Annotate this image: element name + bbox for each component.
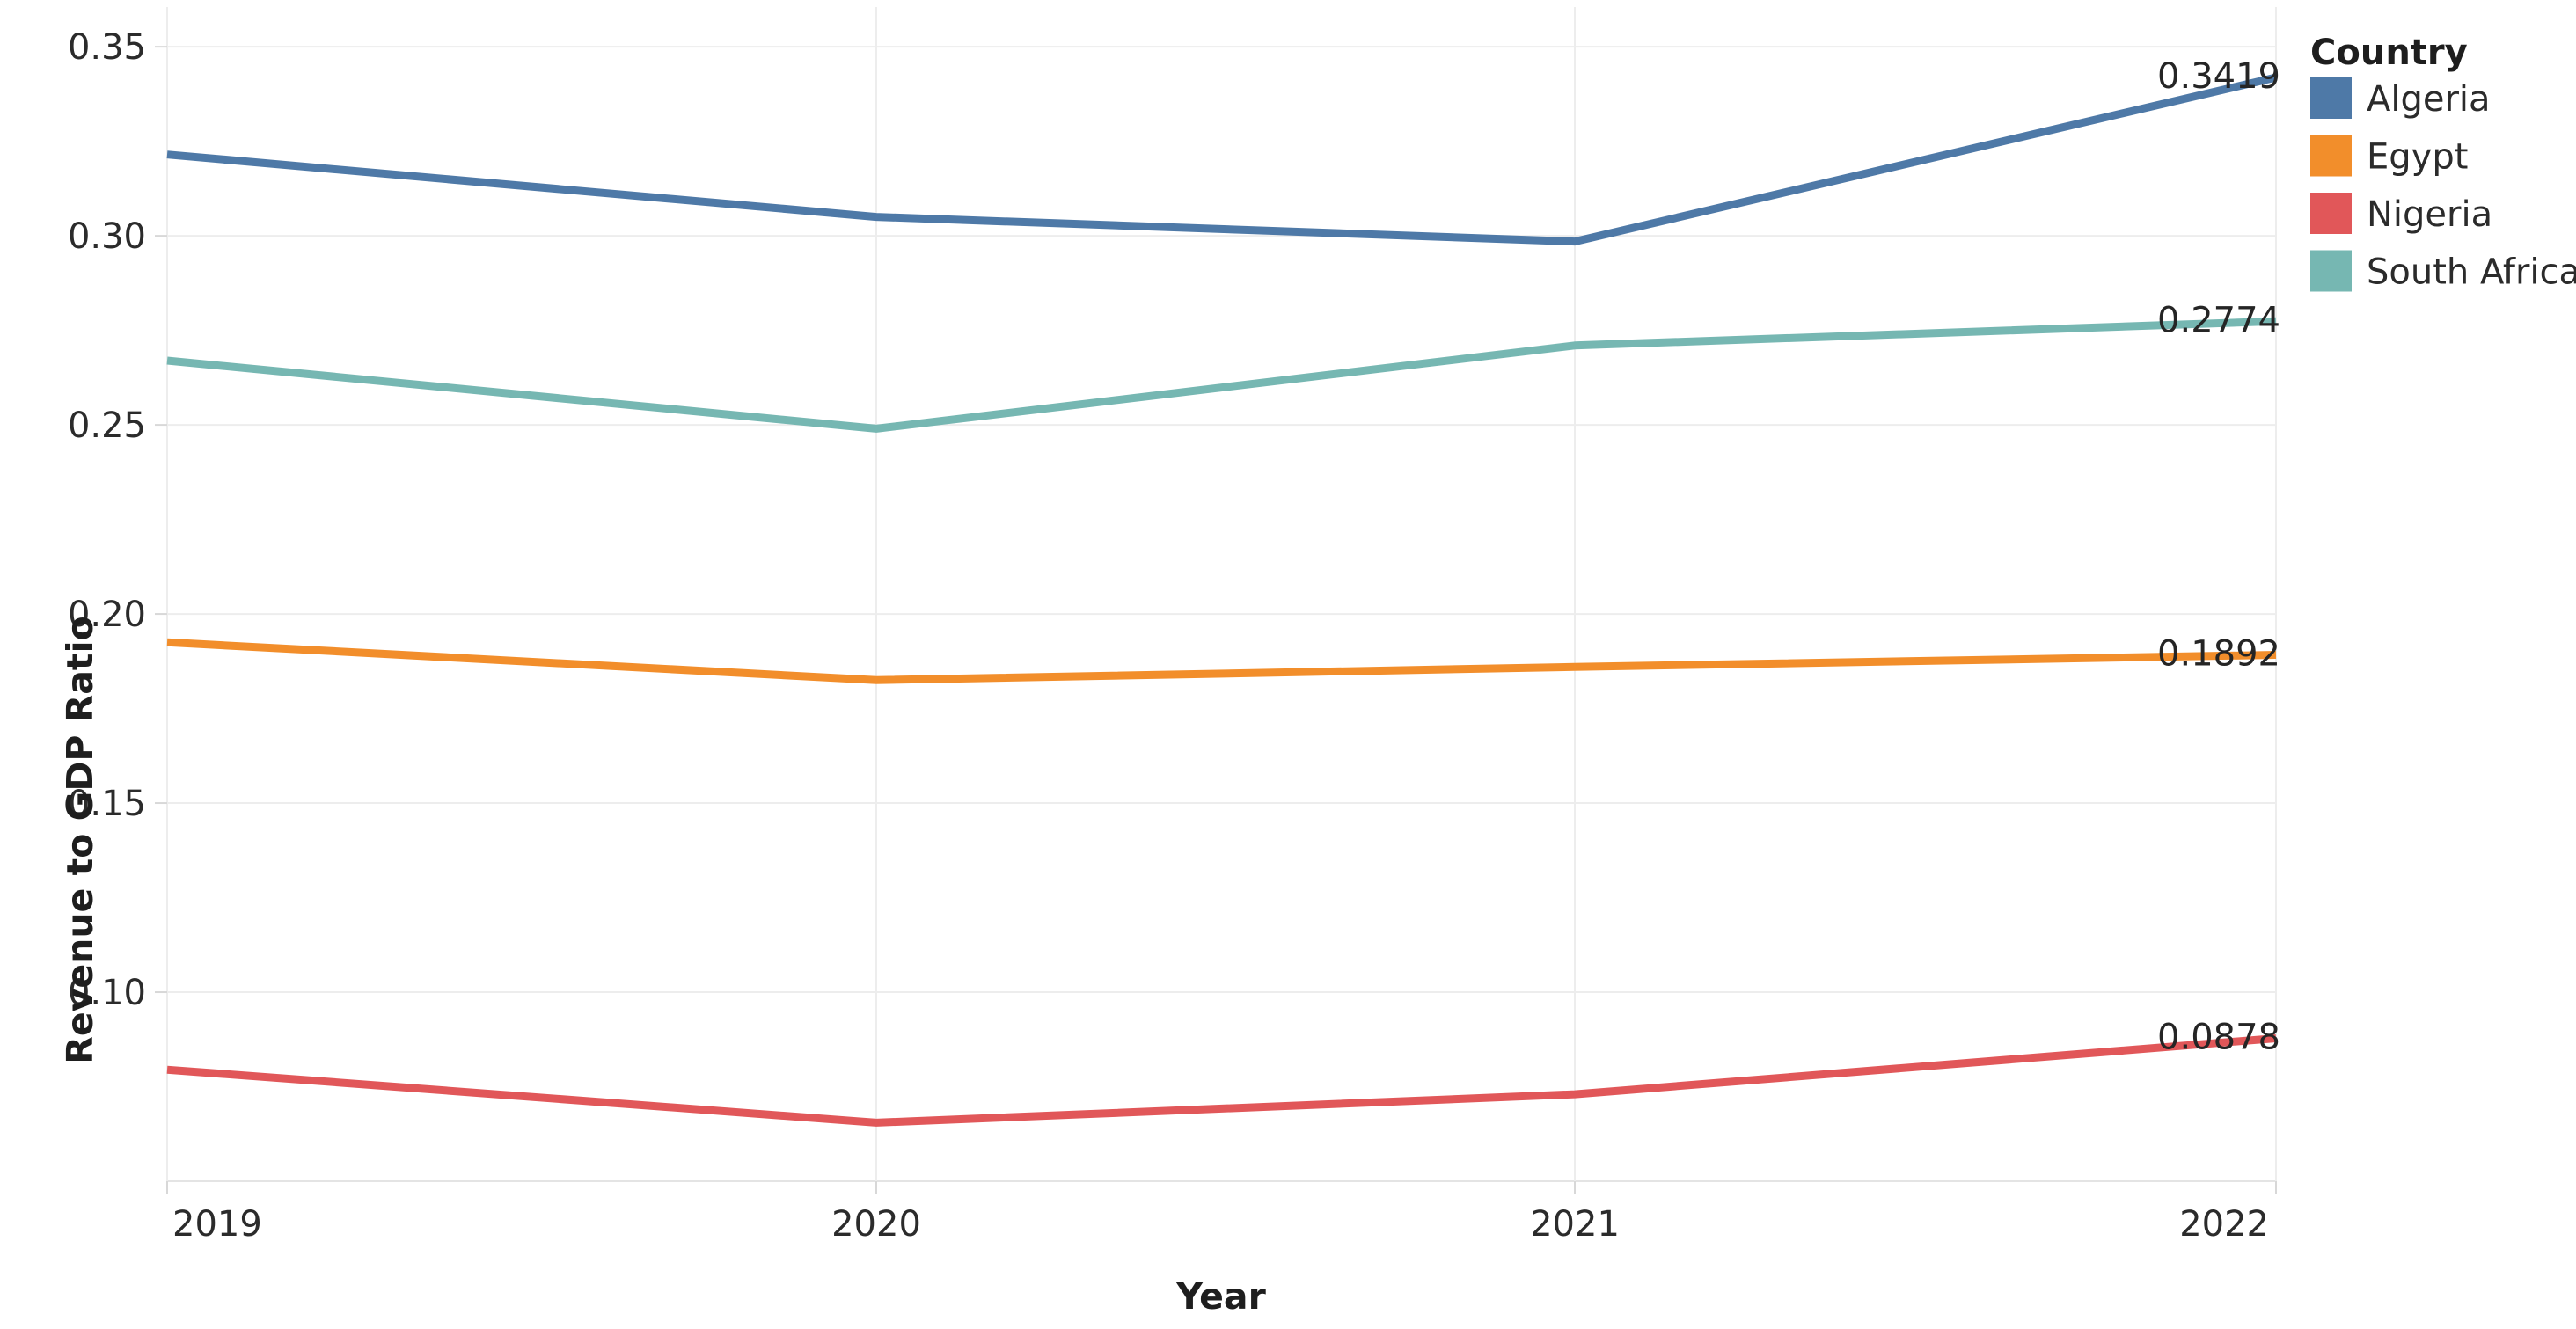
legend-label-south-africa: South Africa	[2367, 252, 2576, 293]
legend-label-egypt: Egypt	[2367, 137, 2468, 178]
legend: Country Algeria Egypt Nigeria South Africa	[2310, 33, 2576, 293]
x-tick-label: 2021	[1530, 1204, 1620, 1245]
series-end-label-south-africa: 0.2774	[2157, 300, 2280, 340]
x-axis-title: Year	[1175, 1275, 1266, 1318]
y-tick-label: 0.10	[68, 973, 146, 1013]
y-tick-label: 0.15	[68, 784, 146, 824]
legend-item-egypt[interactable]: Egypt	[2310, 135, 2468, 178]
x-tick-label: 2020	[831, 1204, 921, 1245]
series-end-label-nigeria: 0.0878	[2157, 1017, 2280, 1057]
legend-label-algeria: Algeria	[2367, 79, 2491, 120]
series-end-label-egypt: 0.1892	[2157, 634, 2280, 675]
legend-item-algeria[interactable]: Algeria	[2310, 77, 2491, 120]
legend-swatch-south-africa	[2310, 250, 2352, 292]
legend-item-south-africa[interactable]: South Africa	[2310, 250, 2576, 293]
tick-layer: 0.10 0.15 0.20 0.25 0.30 0.35 2019 2020 2021 2022	[68, 27, 2277, 1245]
series-line-algeria[interactable]	[166, 73, 2278, 246]
y-tick-label: 0.20	[68, 595, 146, 635]
end-label-layer: 0.3419 0.1892 0.0878 0.2774	[2157, 56, 2280, 1058]
series-end-label-algeria: 0.3419	[2157, 56, 2280, 97]
legend-swatch-nigeria	[2310, 193, 2352, 234]
legend-label-nigeria: Nigeria	[2367, 194, 2492, 235]
y-tick-label: 0.30	[68, 216, 146, 257]
legend-items: Algeria Egypt Nigeria South Africa	[2310, 77, 2576, 293]
legend-swatch-egypt	[2310, 135, 2352, 177]
legend-swatch-algeria	[2310, 77, 2352, 119]
y-tick-label: 0.25	[68, 405, 146, 446]
x-tick-label: 2019	[172, 1204, 262, 1245]
series-line-nigeria[interactable]	[166, 1034, 2277, 1127]
legend-title: Country	[2310, 33, 2468, 73]
x-tick-label: 2022	[2179, 1204, 2269, 1245]
y-axis-title: Revenue to GDP Ratio	[59, 616, 101, 1063]
series-line-egypt[interactable]	[166, 638, 2277, 684]
grid-layer	[166, 7, 2277, 1182]
legend-item-nigeria[interactable]: Nigeria	[2310, 193, 2492, 235]
y-tick-label: 0.35	[68, 27, 146, 68]
series-layer	[166, 73, 2278, 1127]
series-line-south-africa[interactable]	[166, 317, 2277, 433]
